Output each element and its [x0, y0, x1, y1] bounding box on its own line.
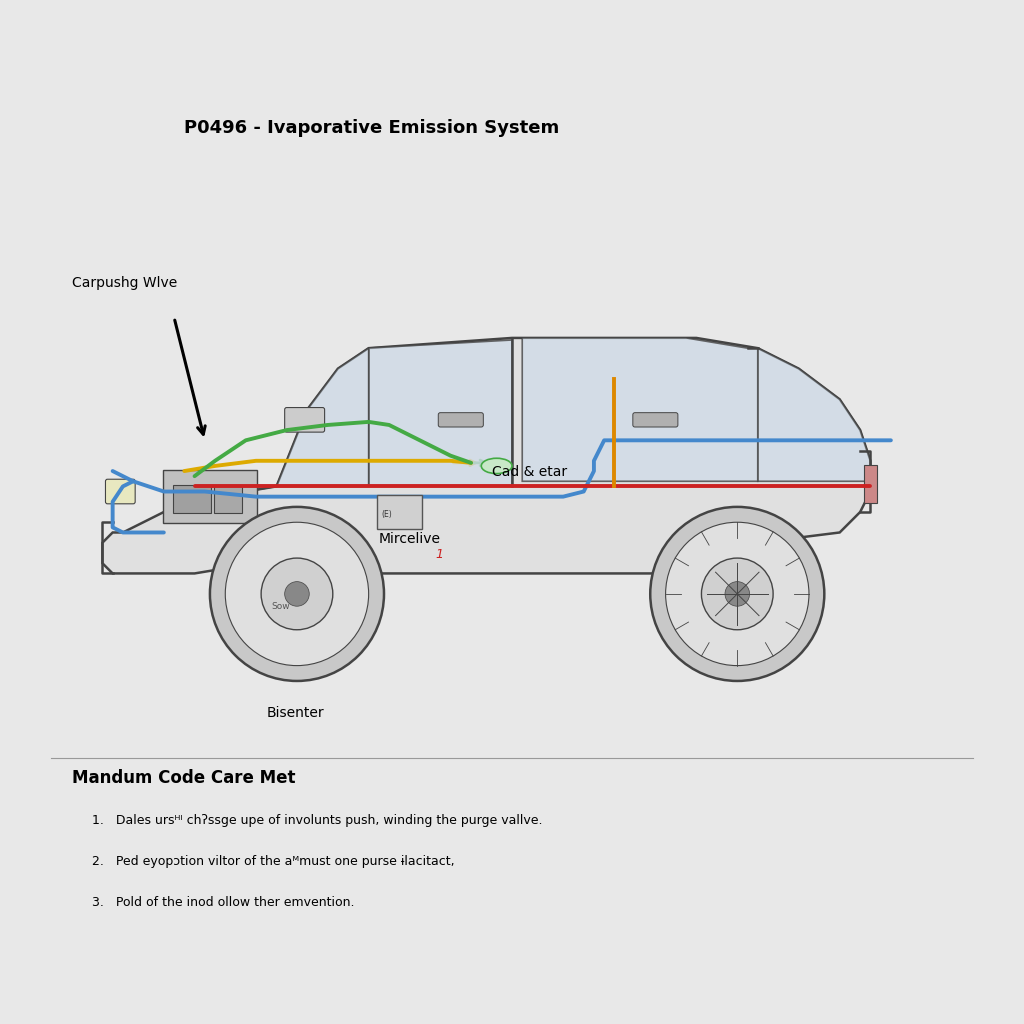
Text: Bisenter: Bisenter [266, 706, 324, 720]
Text: 2.   Ped eyopɔtion viltor of the aᴹmust one purse ɨlacitact,: 2. Ped eyopɔtion viltor of the aᴹmust on… [92, 855, 455, 868]
Text: 3.   Pold of the inod ollow ther emvention.: 3. Pold of the inod ollow ther emvention… [92, 896, 354, 909]
Text: Cad & etar: Cad & etar [492, 465, 566, 479]
Text: (E): (E) [381, 510, 391, 519]
Circle shape [285, 582, 309, 606]
Text: Sow: Sow [271, 602, 290, 611]
FancyBboxPatch shape [163, 470, 257, 523]
Circle shape [650, 507, 824, 681]
FancyBboxPatch shape [105, 479, 135, 504]
Text: Mandum Code Care Met: Mandum Code Care Met [72, 769, 295, 787]
FancyBboxPatch shape [285, 408, 325, 432]
Circle shape [725, 582, 750, 606]
FancyBboxPatch shape [633, 413, 678, 427]
FancyBboxPatch shape [173, 485, 211, 513]
Circle shape [701, 558, 773, 630]
Ellipse shape [481, 459, 512, 473]
Polygon shape [758, 348, 870, 481]
Polygon shape [102, 338, 870, 573]
FancyBboxPatch shape [864, 465, 877, 503]
Polygon shape [522, 338, 758, 481]
Text: Mircelive: Mircelive [379, 531, 441, 546]
Text: 1: 1 [435, 548, 443, 561]
Circle shape [666, 522, 809, 666]
Polygon shape [369, 340, 512, 486]
Text: Carpushg Wlve: Carpushg Wlve [72, 275, 177, 290]
FancyBboxPatch shape [377, 495, 422, 529]
Text: P0496 - Ivaporative Emission System: P0496 - Ivaporative Emission System [184, 119, 559, 137]
Circle shape [210, 507, 384, 681]
Circle shape [225, 522, 369, 666]
Text: 1.   Dales ursᴴᴵ chʔssge upe of involunts push, winding the purge vallve.: 1. Dales ursᴴᴵ chʔssge upe of involunts … [92, 814, 543, 827]
Circle shape [261, 558, 333, 630]
FancyBboxPatch shape [214, 485, 242, 513]
FancyBboxPatch shape [438, 413, 483, 427]
Polygon shape [276, 348, 369, 486]
